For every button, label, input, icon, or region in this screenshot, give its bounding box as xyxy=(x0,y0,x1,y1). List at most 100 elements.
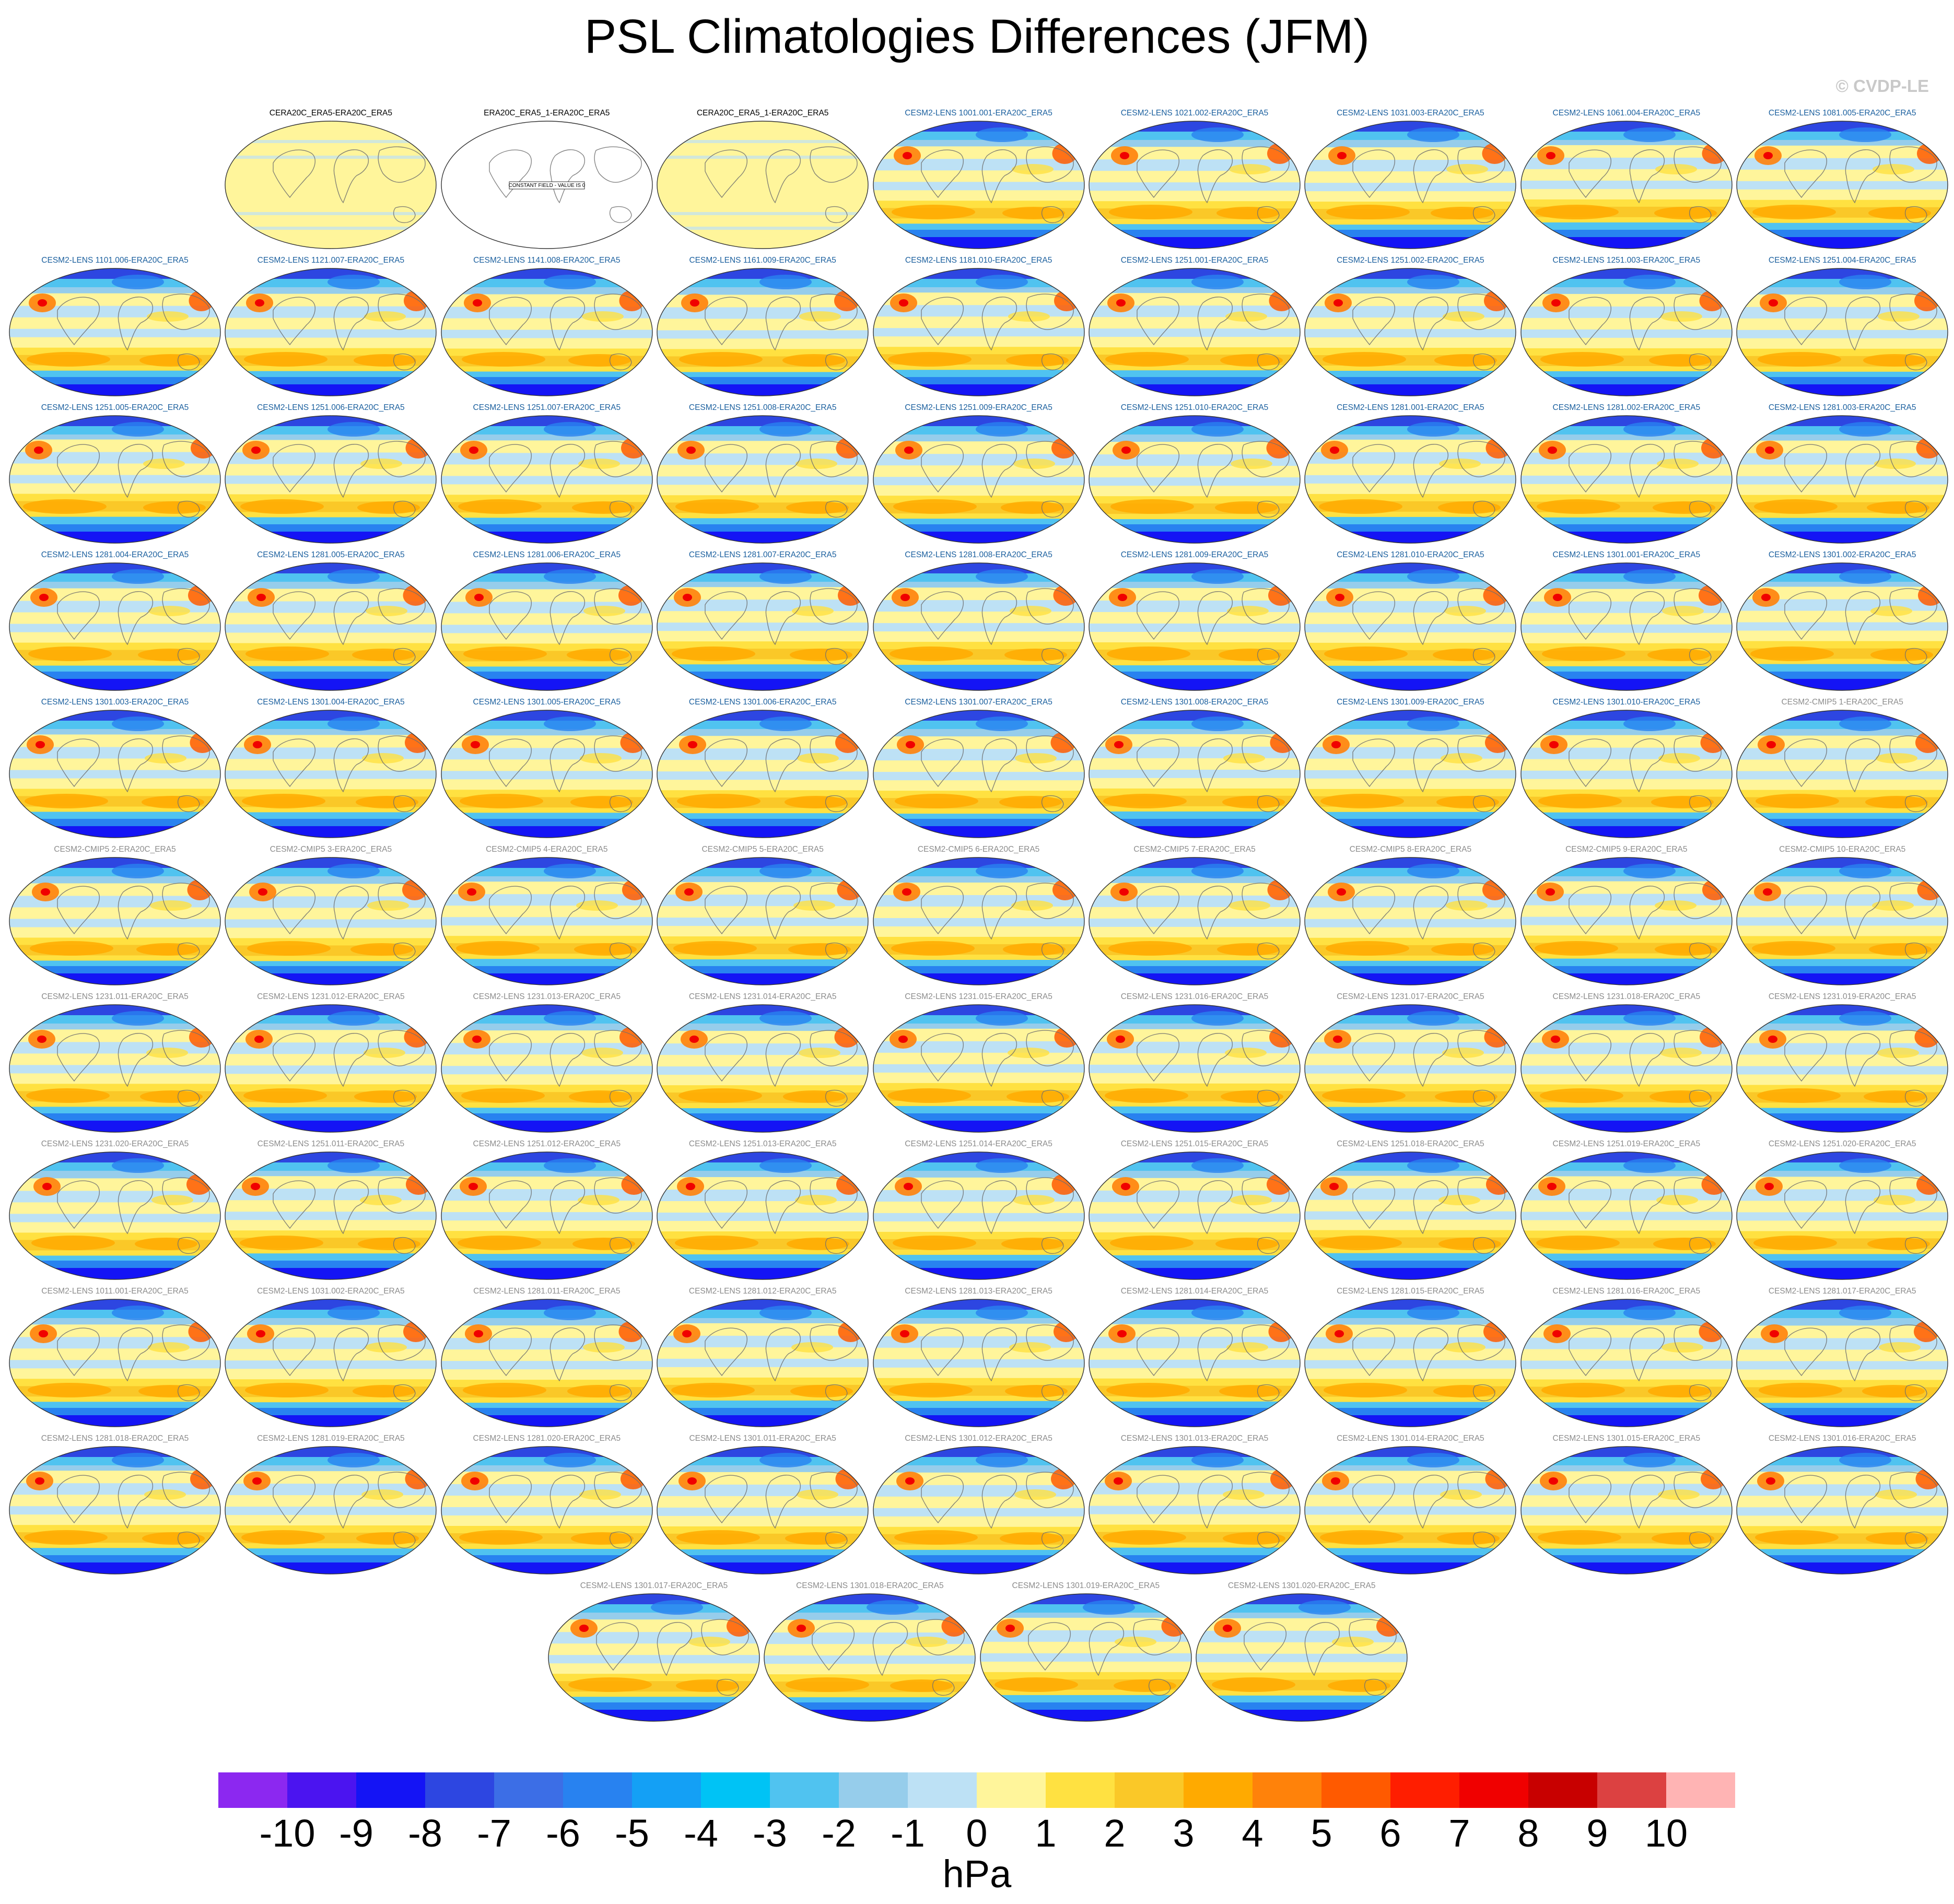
panel-label: CESM2-LENS 1281.007-ERA20C_ERA5 xyxy=(688,550,837,559)
world-map-plot xyxy=(441,1004,653,1133)
map-panel: CESM2-LENS 1281.014-ERA20C_ERA5 xyxy=(1087,1287,1302,1433)
map-panel: CESM2-LENS 1281.011-ERA20C_ERA5 xyxy=(439,1287,654,1433)
map-panel: CESM2-LENS 1251.002-ERA20C_ERA5 xyxy=(1303,256,1518,402)
panel-label: CESM2-LENS 1251.013-ERA20C_ERA5 xyxy=(688,1139,837,1148)
panel-label: CESM2-LENS 1281.011-ERA20C_ERA5 xyxy=(473,1287,621,1296)
map-panel: CESM2-LENS 1161.009-ERA20C_ERA5 xyxy=(655,256,870,402)
world-map-plot xyxy=(657,415,869,544)
panel-label: CESM2-LENS 1301.020-ERA20C_ERA5 xyxy=(1227,1581,1376,1590)
world-map-plot xyxy=(1520,121,1733,249)
panel-label: CERA20C_ERA5-ERA20C_ERA5 xyxy=(269,109,392,117)
colorbar-tick-label: -6 xyxy=(546,1812,580,1855)
map-panel: CESM2-LENS 1061.004-ERA20C_ERA5 xyxy=(1519,109,1734,255)
map-panel: CESM2-LENS 1251.020-ERA20C_ERA5 xyxy=(1735,1139,1950,1286)
map-panel: CESM2-LENS 1251.007-ERA20C_ERA5 xyxy=(439,403,654,549)
map-panel: CESM2-LENS 1231.013-ERA20C_ERA5 xyxy=(439,992,654,1138)
world-map-plot xyxy=(1736,857,1948,985)
map-panel: CESM2-LENS 1301.005-ERA20C_ERA5 xyxy=(439,698,654,844)
colorbar-swatch xyxy=(218,1772,287,1808)
panel-label: CESM2-LENS 1251.020-ERA20C_ERA5 xyxy=(1768,1139,1916,1148)
colorbar-swatch xyxy=(1459,1772,1528,1808)
map-panel: CESM2-LENS 1231.020-ERA20C_ERA5 xyxy=(7,1139,223,1286)
map-panel: CESM2-LENS 1281.017-ERA20C_ERA5 xyxy=(1735,1287,1950,1433)
world-map-plot xyxy=(1520,415,1733,544)
map-panel: CESM2-LENS 1251.001-ERA20C_ERA5 xyxy=(1087,256,1302,402)
world-map-plot xyxy=(225,1004,437,1133)
panel-label: CESM2-LENS 1251.012-ERA20C_ERA5 xyxy=(473,1139,621,1148)
map-panel: CESM2-LENS 1181.010-ERA20C_ERA5 xyxy=(871,256,1086,402)
panel-label: CESM2-CMIP5 6-ERA20C_ERA5 xyxy=(917,845,1040,854)
map-panel: CESM2-LENS 1281.002-ERA20C_ERA5 xyxy=(1519,403,1734,549)
constant-field-note: CONSTANT FIELD - VALUE IS 0 xyxy=(508,183,585,189)
world-map-plot xyxy=(1736,268,1948,396)
colorbar-tick-label: 8 xyxy=(1517,1812,1539,1855)
panel-label: CESM2-CMIP5 7-ERA20C_ERA5 xyxy=(1133,845,1256,854)
panel-label: CESM2-LENS 1001.001-ERA20C_ERA5 xyxy=(905,109,1052,117)
panel-label: CESM2-LENS 1251.018-ERA20C_ERA5 xyxy=(1337,1139,1484,1148)
panel-label: CESM2-LENS 1251.014-ERA20C_ERA5 xyxy=(905,1139,1052,1148)
colorbar-tick-label: 7 xyxy=(1448,1812,1470,1855)
colorbar-swatch xyxy=(977,1772,1046,1808)
world-map-plot xyxy=(657,710,869,838)
world-map-plot xyxy=(9,562,221,691)
panel-label: CESM2-LENS 1301.010-ERA20C_ERA5 xyxy=(1552,698,1701,707)
map-panel: CESM2-LENS 1281.018-ERA20C_ERA5 xyxy=(7,1434,223,1580)
map-panel: CESM2-LENS 1251.005-ERA20C_ERA5 xyxy=(7,403,223,549)
panel-label: CESM2-CMIP5 8-ERA20C_ERA5 xyxy=(1349,845,1472,854)
colorbar-tick-label: -7 xyxy=(477,1812,511,1855)
map-panel: CESM2-LENS 1231.015-ERA20C_ERA5 xyxy=(871,992,1086,1138)
panel-grid: CERA20C_ERA5-ERA20C_ERA5 ERA20C_ERA5_1-ER… xyxy=(7,109,1950,1727)
map-panel: CESM2-LENS 1281.020-ERA20C_ERA5 xyxy=(439,1434,654,1580)
panel-label: CESM2-LENS 1251.002-ERA20C_ERA5 xyxy=(1337,256,1484,265)
world-map-plot xyxy=(657,121,869,249)
map-panel: CESM2-LENS 1231.011-ERA20C_ERA5 xyxy=(7,992,223,1138)
map-panel: CESM2-LENS 1301.017-ERA20C_ERA5 xyxy=(546,1581,762,1727)
panel-label: CESM2-LENS 1141.008-ERA20C_ERA5 xyxy=(473,256,621,265)
panel-label: CESM2-LENS 1281.012-ERA20C_ERA5 xyxy=(688,1287,837,1296)
map-panel: CESM2-LENS 1301.003-ERA20C_ERA5 xyxy=(7,698,223,844)
world-map-plot xyxy=(872,1446,1085,1574)
world-map-plot xyxy=(9,415,221,544)
world-map-plot xyxy=(1520,710,1733,838)
panel-label: CESM2-LENS 1281.001-ERA20C_ERA5 xyxy=(1337,403,1484,412)
map-panel: CERA20C_ERA5_1-ERA20C_ERA5 xyxy=(655,109,870,255)
world-map-plot xyxy=(1304,268,1517,396)
world-map-plot xyxy=(1304,857,1517,985)
map-panel: CESM2-LENS 1281.005-ERA20C_ERA5 xyxy=(223,550,438,697)
world-map-plot xyxy=(225,1299,437,1427)
map-panel: CERA20C_ERA5-ERA20C_ERA5 xyxy=(223,109,438,255)
panel-label: CESM2-LENS 1281.002-ERA20C_ERA5 xyxy=(1552,403,1701,412)
world-map-plot xyxy=(441,710,653,838)
panel-label: CESM2-LENS 1101.006-ERA20C_ERA5 xyxy=(41,256,189,265)
world-map-plot xyxy=(548,1593,760,1722)
panel-label: CESM2-LENS 1251.008-ERA20C_ERA5 xyxy=(688,403,837,412)
panel-label: CESM2-LENS 1301.011-ERA20C_ERA5 xyxy=(689,1434,836,1443)
map-panel: CESM2-LENS 1301.009-ERA20C_ERA5 xyxy=(1303,698,1518,844)
colorbar-tick-label: 10 xyxy=(1644,1812,1688,1855)
world-map-plot xyxy=(1736,1446,1948,1574)
panel-label: CESM2-LENS 1281.004-ERA20C_ERA5 xyxy=(41,550,189,559)
map-panel: CESM2-LENS 1231.016-ERA20C_ERA5 xyxy=(1087,992,1302,1138)
map-panel: CESM2-LENS 1251.009-ERA20C_ERA5 xyxy=(871,403,1086,549)
panel-label: CESM2-LENS 1121.007-ERA20C_ERA5 xyxy=(257,256,405,265)
world-map-plot xyxy=(1520,1446,1733,1574)
map-panel: CESM2-LENS 1301.015-ERA20C_ERA5 xyxy=(1519,1434,1734,1580)
colorbar-tick-label: -9 xyxy=(339,1812,373,1855)
map-panel: CESM2-LENS 1081.005-ERA20C_ERA5 xyxy=(1735,109,1950,255)
panel-label: CESM2-LENS 1251.011-ERA20C_ERA5 xyxy=(257,1139,405,1148)
world-map-plot xyxy=(980,1593,1192,1722)
world-map-plot xyxy=(1736,562,1948,691)
panel-label: CESM2-LENS 1301.001-ERA20C_ERA5 xyxy=(1552,550,1701,559)
map-panel: CESM2-LENS 1301.014-ERA20C_ERA5 xyxy=(1303,1434,1518,1580)
map-panel: CESM2-CMIP5 2-ERA20C_ERA5 xyxy=(7,845,223,991)
colorbar-tick-label: 9 xyxy=(1586,1812,1608,1855)
world-map-plot xyxy=(872,1299,1085,1427)
watermark: © CVDP-LE xyxy=(1835,76,1929,96)
world-map-plot xyxy=(9,1299,221,1427)
panel-label: CESM2-LENS 1031.002-ERA20C_ERA5 xyxy=(257,1287,405,1296)
world-map-plot xyxy=(9,1446,221,1574)
panel-label: CESM2-LENS 1231.020-ERA20C_ERA5 xyxy=(41,1139,189,1148)
world-map-plot xyxy=(1196,1593,1408,1722)
panel-label: CESM2-LENS 1281.009-ERA20C_ERA5 xyxy=(1120,550,1269,559)
world-map-plot xyxy=(225,710,437,838)
